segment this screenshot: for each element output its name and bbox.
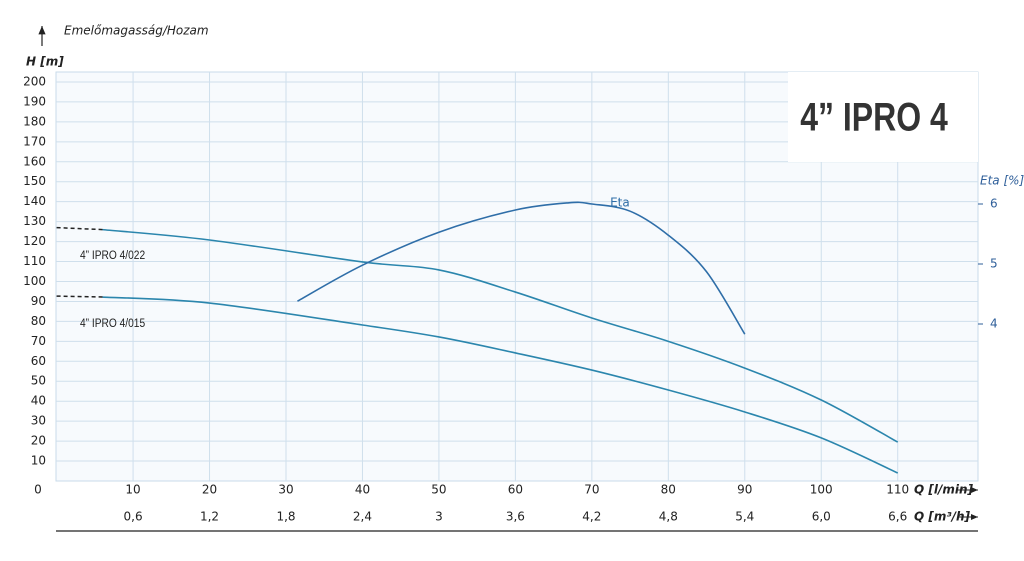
x2-tick-label: 2,4 <box>353 510 372 524</box>
x-axis-label: Q [l/min] <box>914 483 974 497</box>
y-tick-label: 130 <box>23 214 46 228</box>
x2-tick-label: 1,8 <box>276 510 295 524</box>
x2-tick-label: 3,6 <box>506 510 525 524</box>
y2-tick-label: 6 <box>990 196 998 210</box>
y-tick-label: 200 <box>23 74 46 88</box>
y-tick-label: 190 <box>23 94 46 108</box>
plot: 1020304050607080901001101201301401501601… <box>23 72 998 524</box>
title-box <box>788 72 978 162</box>
chart-title: 4” IPRO 4 <box>800 94 948 139</box>
series-label: Eta <box>610 196 630 210</box>
x2-tick-label: 6,0 <box>812 510 831 524</box>
y-tick-label: 150 <box>23 174 46 188</box>
x-tick-label: 100 <box>810 483 833 497</box>
y-tick-label: 110 <box>23 254 46 268</box>
y-tick-label: 40 <box>31 394 46 408</box>
y-tick-label: 160 <box>23 154 46 168</box>
y-tick-label: 140 <box>23 194 46 208</box>
curve-extension <box>56 295 103 298</box>
x-tick-label: 20 <box>202 483 217 497</box>
y-tick-label: 60 <box>31 354 46 368</box>
x-tick-label: 110 <box>886 483 909 497</box>
x2-tick-label: 1,2 <box>200 510 219 524</box>
x-tick-label: 80 <box>661 483 676 497</box>
x-tick-label: 90 <box>737 483 752 497</box>
y-tick-label: 80 <box>31 314 46 328</box>
x2-tick-label: 3 <box>435 510 443 524</box>
x-tick-label: 50 <box>431 483 446 497</box>
x-tick-label: 40 <box>355 483 370 497</box>
eta-line <box>297 201 746 335</box>
y-tick-label: 10 <box>31 454 46 468</box>
y-axis-label: H [m] <box>26 55 64 69</box>
x2-tick-label: 4,2 <box>582 510 601 524</box>
x2-tick-label: 0,6 <box>124 510 143 524</box>
y2-tick-label: 5 <box>990 256 998 270</box>
header: Emelőmagasság/Hozam <box>64 24 209 38</box>
x2-tick-label: 6,6 <box>888 510 907 524</box>
y-tick-label: 100 <box>23 274 46 288</box>
x2-axis-label: Q [m³/h] <box>914 510 971 524</box>
y-tick-label: 50 <box>31 374 46 388</box>
x-tick-label: 70 <box>584 483 599 497</box>
pump-curve <box>102 228 899 443</box>
y2-tick-label: 4 <box>990 316 998 330</box>
x-tick-label: 60 <box>508 483 523 497</box>
x2-tick-label: 4,8 <box>659 510 678 524</box>
y-tick-label: 120 <box>23 234 46 248</box>
series-label: 4” IPRO 4/022 <box>80 249 145 262</box>
x-tick-label: 0 <box>34 483 42 497</box>
y-tick-label: 90 <box>31 294 46 308</box>
pump-curve <box>102 296 899 474</box>
x-tick-label: 10 <box>125 483 140 497</box>
x-tick-label: 30 <box>278 483 293 497</box>
y2-axis-label: Eta [%] <box>980 174 1024 188</box>
x2-tick-label: 5,4 <box>735 510 754 524</box>
curve-extension <box>56 226 103 231</box>
y-tick-label: 30 <box>31 414 46 428</box>
y-tick-label: 70 <box>31 334 46 348</box>
y-tick-label: 180 <box>23 114 46 128</box>
series-label: 4” IPRO 4/015 <box>80 318 145 331</box>
y-tick-label: 20 <box>31 434 46 448</box>
y-tick-label: 170 <box>23 134 46 148</box>
